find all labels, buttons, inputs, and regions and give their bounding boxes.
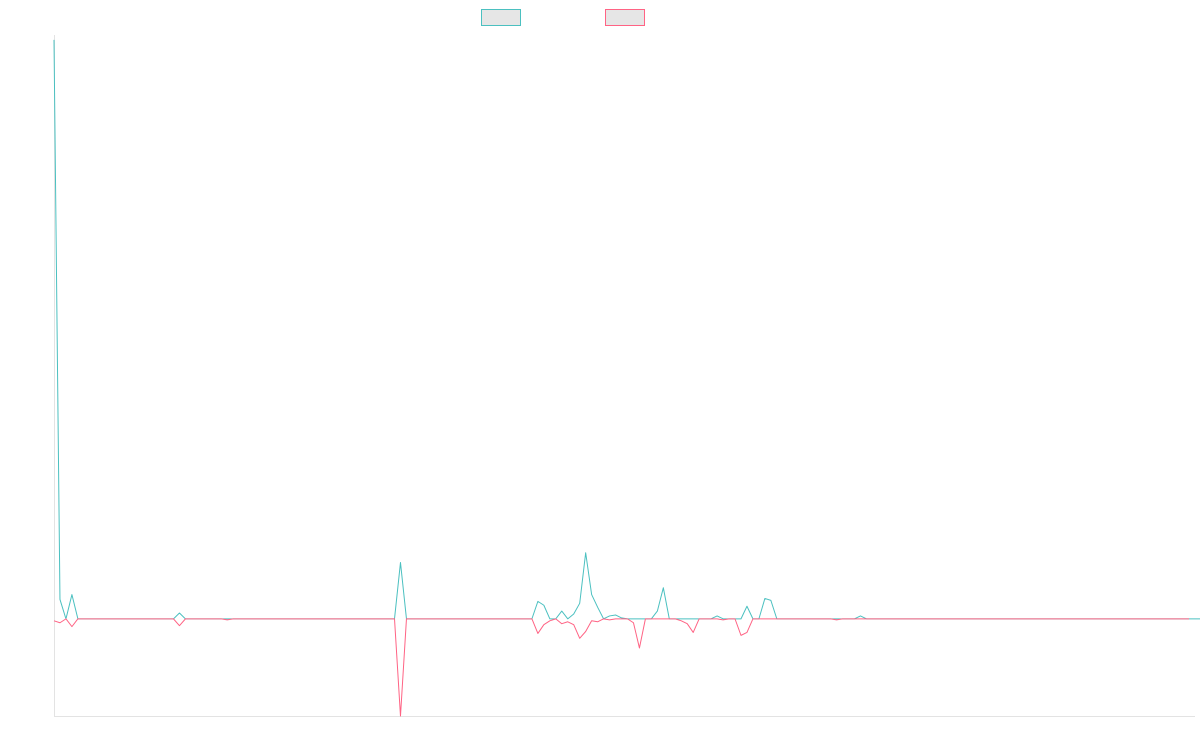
series-line-1 [53,39,1200,620]
series-line-2 [53,618,1190,717]
legend-swatch-1[interactable] [481,9,521,26]
axes [54,35,1195,717]
legend[interactable] [481,9,645,26]
series-group [53,39,1200,717]
legend-swatch-2[interactable] [605,9,645,26]
